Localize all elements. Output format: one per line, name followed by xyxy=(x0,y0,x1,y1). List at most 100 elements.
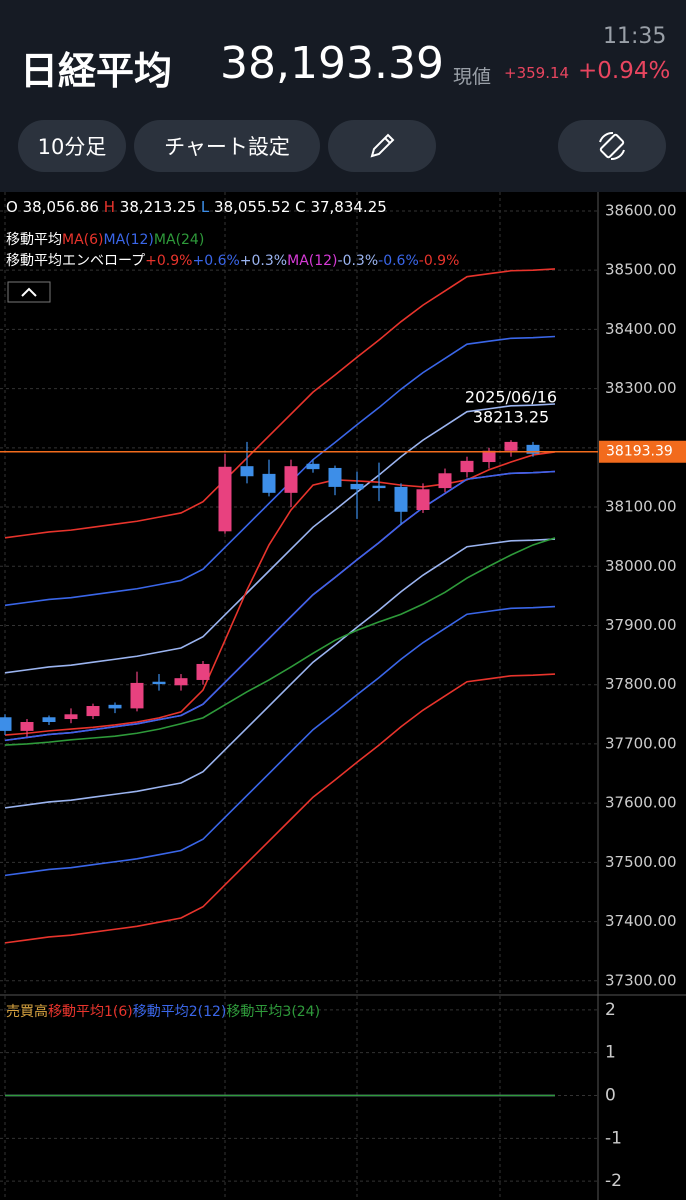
legend-entry: -0.3% xyxy=(337,253,379,269)
line xyxy=(4,335,556,607)
y-tick-label: 38500.00 xyxy=(605,261,677,279)
last-price-label: 38193.39 xyxy=(606,444,673,460)
ohlc-value: 38,055.52 xyxy=(214,198,291,216)
legend-entry: +0.6% xyxy=(192,253,240,269)
candle-body xyxy=(218,466,232,532)
candle-body xyxy=(262,473,276,493)
header: 日経平均 38,193.39 現値 +359.14 +0.94% 11:35 1… xyxy=(0,0,686,192)
y-tick-label: 1 xyxy=(605,1043,616,1063)
y-tick-label: -2 xyxy=(605,1171,622,1191)
price-label: 現値 xyxy=(453,66,492,88)
legend-title: 売買高 xyxy=(6,1004,48,1020)
ohlc-key: O xyxy=(6,198,18,216)
line xyxy=(4,673,556,944)
y-tick-label: 37900.00 xyxy=(605,616,677,634)
chart: 38600.0038500.0038400.0038300.0038200.00… xyxy=(0,192,686,1200)
candle-body xyxy=(20,722,34,731)
ohlc-key: H xyxy=(103,198,115,216)
y-tick-label: 37800.00 xyxy=(605,675,677,693)
draw-button[interactable] xyxy=(328,120,436,172)
candle-body xyxy=(482,450,496,463)
collapse-icon xyxy=(21,287,37,297)
ohlc-value: 37,834.25 xyxy=(310,198,387,216)
legend-entry: 移動平均3(24) xyxy=(226,1004,321,1020)
interval-button[interactable]: 10分足 xyxy=(18,120,126,172)
y-tick-label: 37700.00 xyxy=(605,734,677,752)
line xyxy=(4,605,556,877)
candle-body xyxy=(394,486,408,512)
annotation-date: 2025/06/16 xyxy=(465,387,557,406)
time: 11:35 xyxy=(603,24,667,49)
y-tick-label: 38300.00 xyxy=(605,379,677,397)
ma-legend: 移動平均MA(6)MA(12)MA(24) xyxy=(6,229,204,249)
legend-entry: -0.6% xyxy=(378,253,419,269)
line xyxy=(4,538,556,809)
candle-body xyxy=(438,473,452,489)
chart-bg xyxy=(0,192,686,1200)
candle-body xyxy=(240,466,254,477)
change: +359.14 xyxy=(504,64,570,82)
y-tick-label: 2 xyxy=(605,1000,616,1020)
candle-body xyxy=(174,678,188,686)
y-tick-label: 38600.00 xyxy=(605,201,677,219)
legend-entry: +0.3% xyxy=(239,253,288,269)
candle-body xyxy=(42,717,56,723)
annotation-value: 38213.25 xyxy=(473,407,549,426)
change-pct: +0.94% xyxy=(578,58,671,84)
y-tick-label: 38400.00 xyxy=(605,320,677,338)
legend-entry: -0.9% xyxy=(418,253,460,269)
y-tick-label: 37400.00 xyxy=(605,912,677,930)
candle-body xyxy=(284,466,298,493)
price: 38,193.39 xyxy=(220,38,444,89)
pencil-icon xyxy=(370,133,395,158)
candle-body xyxy=(152,681,166,685)
ohlc-key: C xyxy=(295,198,306,216)
legend-entry: 移動平均2(12) xyxy=(132,1004,227,1020)
y-tick-label: 38000.00 xyxy=(605,557,677,575)
ohlc-key: L xyxy=(200,198,210,216)
line xyxy=(4,451,556,736)
ohlc-info: O 38,056.86 H 38,213.25 L 38,055.52 C 37… xyxy=(6,198,387,216)
y-tick-label: 0 xyxy=(605,1086,616,1106)
candle-body xyxy=(416,489,430,511)
legend-title: 移動平均 xyxy=(6,232,62,248)
legend-entry: +0.9% xyxy=(145,253,193,269)
line xyxy=(4,403,556,674)
candle-body xyxy=(64,714,78,720)
v-grid xyxy=(4,192,501,1200)
legend-entry: MA(12) xyxy=(287,253,338,269)
collapse-button[interactable] xyxy=(7,281,51,303)
candle-body xyxy=(108,704,122,709)
legend-title: 移動平均エンベロープ xyxy=(6,253,146,269)
candle-body xyxy=(372,485,386,489)
candle-body xyxy=(306,463,320,470)
y-tick-label: 38100.00 xyxy=(605,498,677,516)
volume-legend: 売買高移動平均1(6)移動平均2(12)移動平均3(24) xyxy=(6,1001,320,1021)
ohlc-value: 38,213.25 xyxy=(119,198,197,216)
candle-body xyxy=(328,467,342,487)
line xyxy=(4,537,556,746)
title: 日経平均 xyxy=(20,49,173,93)
legend-entry: MA(12) xyxy=(103,232,154,248)
last-price-box xyxy=(599,440,686,463)
line xyxy=(4,268,556,539)
candle-body xyxy=(526,444,540,454)
line xyxy=(4,470,556,742)
y-tick-label: 37300.00 xyxy=(605,971,677,989)
candle-body xyxy=(86,706,100,717)
y-tick-label: -1 xyxy=(605,1128,622,1148)
candle-body xyxy=(350,483,364,490)
envelope-legend: 移動平均エンベロープ+0.9%+0.6%+0.3%MA(12)-0.3%-0.6… xyxy=(6,250,459,270)
legend-entry: MA(24) xyxy=(153,232,205,248)
y-tick-label: 37600.00 xyxy=(605,794,677,812)
candle-body xyxy=(0,717,12,731)
legend-entry: 移動平均1(6) xyxy=(48,1004,133,1020)
candle-body xyxy=(504,441,518,451)
candle-body xyxy=(460,460,474,473)
rotate-button[interactable] xyxy=(558,120,666,172)
settings-button[interactable]: チャート設定 xyxy=(134,120,320,172)
candle-body xyxy=(130,682,144,709)
candle-body xyxy=(196,663,210,680)
ohlc-value: 38,056.86 xyxy=(22,198,99,216)
